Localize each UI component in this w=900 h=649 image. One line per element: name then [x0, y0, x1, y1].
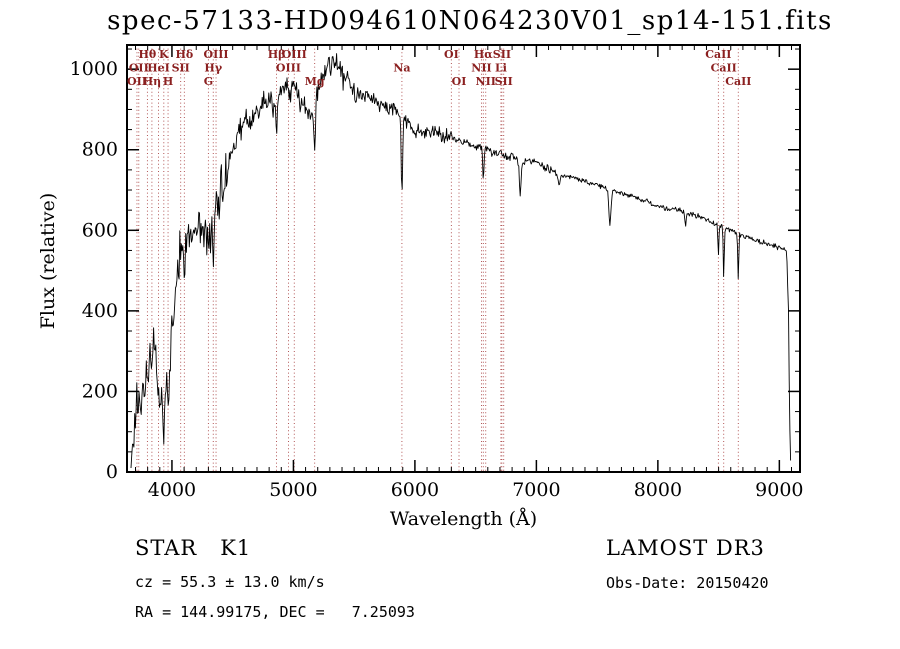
spectral-line-label: Hθ [139, 48, 157, 61]
spectral-line-label: OIII [276, 62, 301, 75]
y-tick-label: 400 [82, 300, 118, 322]
x-tick-label: 6000 [391, 479, 439, 501]
object-type-and-subclass: STAR K1 [135, 536, 252, 560]
spectral-line-label: OI [452, 75, 467, 88]
y-axis-label: Flux (relative) [37, 192, 59, 330]
spectral-line-label: OI [444, 48, 459, 61]
spectral-line-label: Hγ [204, 62, 222, 75]
x-tick-label: 4000 [148, 479, 196, 501]
y-tick-label: 0 [106, 461, 118, 483]
spectral-line-label: Hα [474, 48, 493, 61]
x-tick-label: 9000 [755, 479, 803, 501]
spectral-line-label: K [159, 48, 169, 61]
spectral-line-label: CaII [705, 48, 731, 61]
spectral-line-label: Li [495, 62, 507, 75]
x-tick-label: 8000 [634, 479, 682, 501]
spectrum-line [130, 53, 792, 469]
spectral-line-label: Hβ [268, 48, 286, 61]
spectral-line-label: OIII [282, 48, 307, 61]
radial-velocity-text: cz = 55.3 ± 13.0 km/s [135, 573, 325, 591]
y-tick-label: 600 [82, 219, 118, 241]
spectral-line-label: Mg [305, 75, 325, 88]
spectral-line-label: SII [172, 62, 190, 75]
plot-title: spec-57133-HD094610N064230V01_sp14-151.f… [107, 6, 833, 36]
y-tick-label: 200 [82, 380, 118, 402]
spectral-line-label: NII [471, 62, 491, 75]
y-tick-label: 1000 [70, 58, 118, 80]
spectral-line-label: NII [476, 75, 496, 88]
spectral-line-label: H [163, 75, 173, 88]
y-tick-label: 800 [82, 139, 118, 161]
spectral-line-label: Hδ [175, 48, 193, 61]
plot-frame [126, 44, 801, 473]
spectral-line-label: Na [393, 62, 410, 75]
spectral-line-label: CaII [725, 75, 751, 88]
survey-release-text: LAMOST DR3 [606, 536, 765, 560]
spectral-line-label: SII [495, 75, 513, 88]
x-axis-label: Wavelength (Å) [389, 508, 538, 530]
x-tick-label: 7000 [512, 479, 560, 501]
ra-dec-text: RA = 144.99175, DEC = 7.25093 [135, 603, 415, 621]
spectral-line-label: SII [493, 48, 511, 61]
spectral-line-label: G [204, 75, 213, 88]
spectral-line-label: OII [129, 62, 149, 75]
spectral-line-label: HeI [147, 62, 170, 75]
spectral-line-label: CaII [711, 62, 737, 75]
obs-date-text: Obs-Date: 20150420 [606, 574, 769, 592]
spectral-line-label: Hη [143, 75, 161, 88]
spectral-line-label: OIII [204, 48, 229, 61]
spectral-line-label: OII [127, 75, 147, 88]
x-tick-label: 5000 [269, 479, 317, 501]
